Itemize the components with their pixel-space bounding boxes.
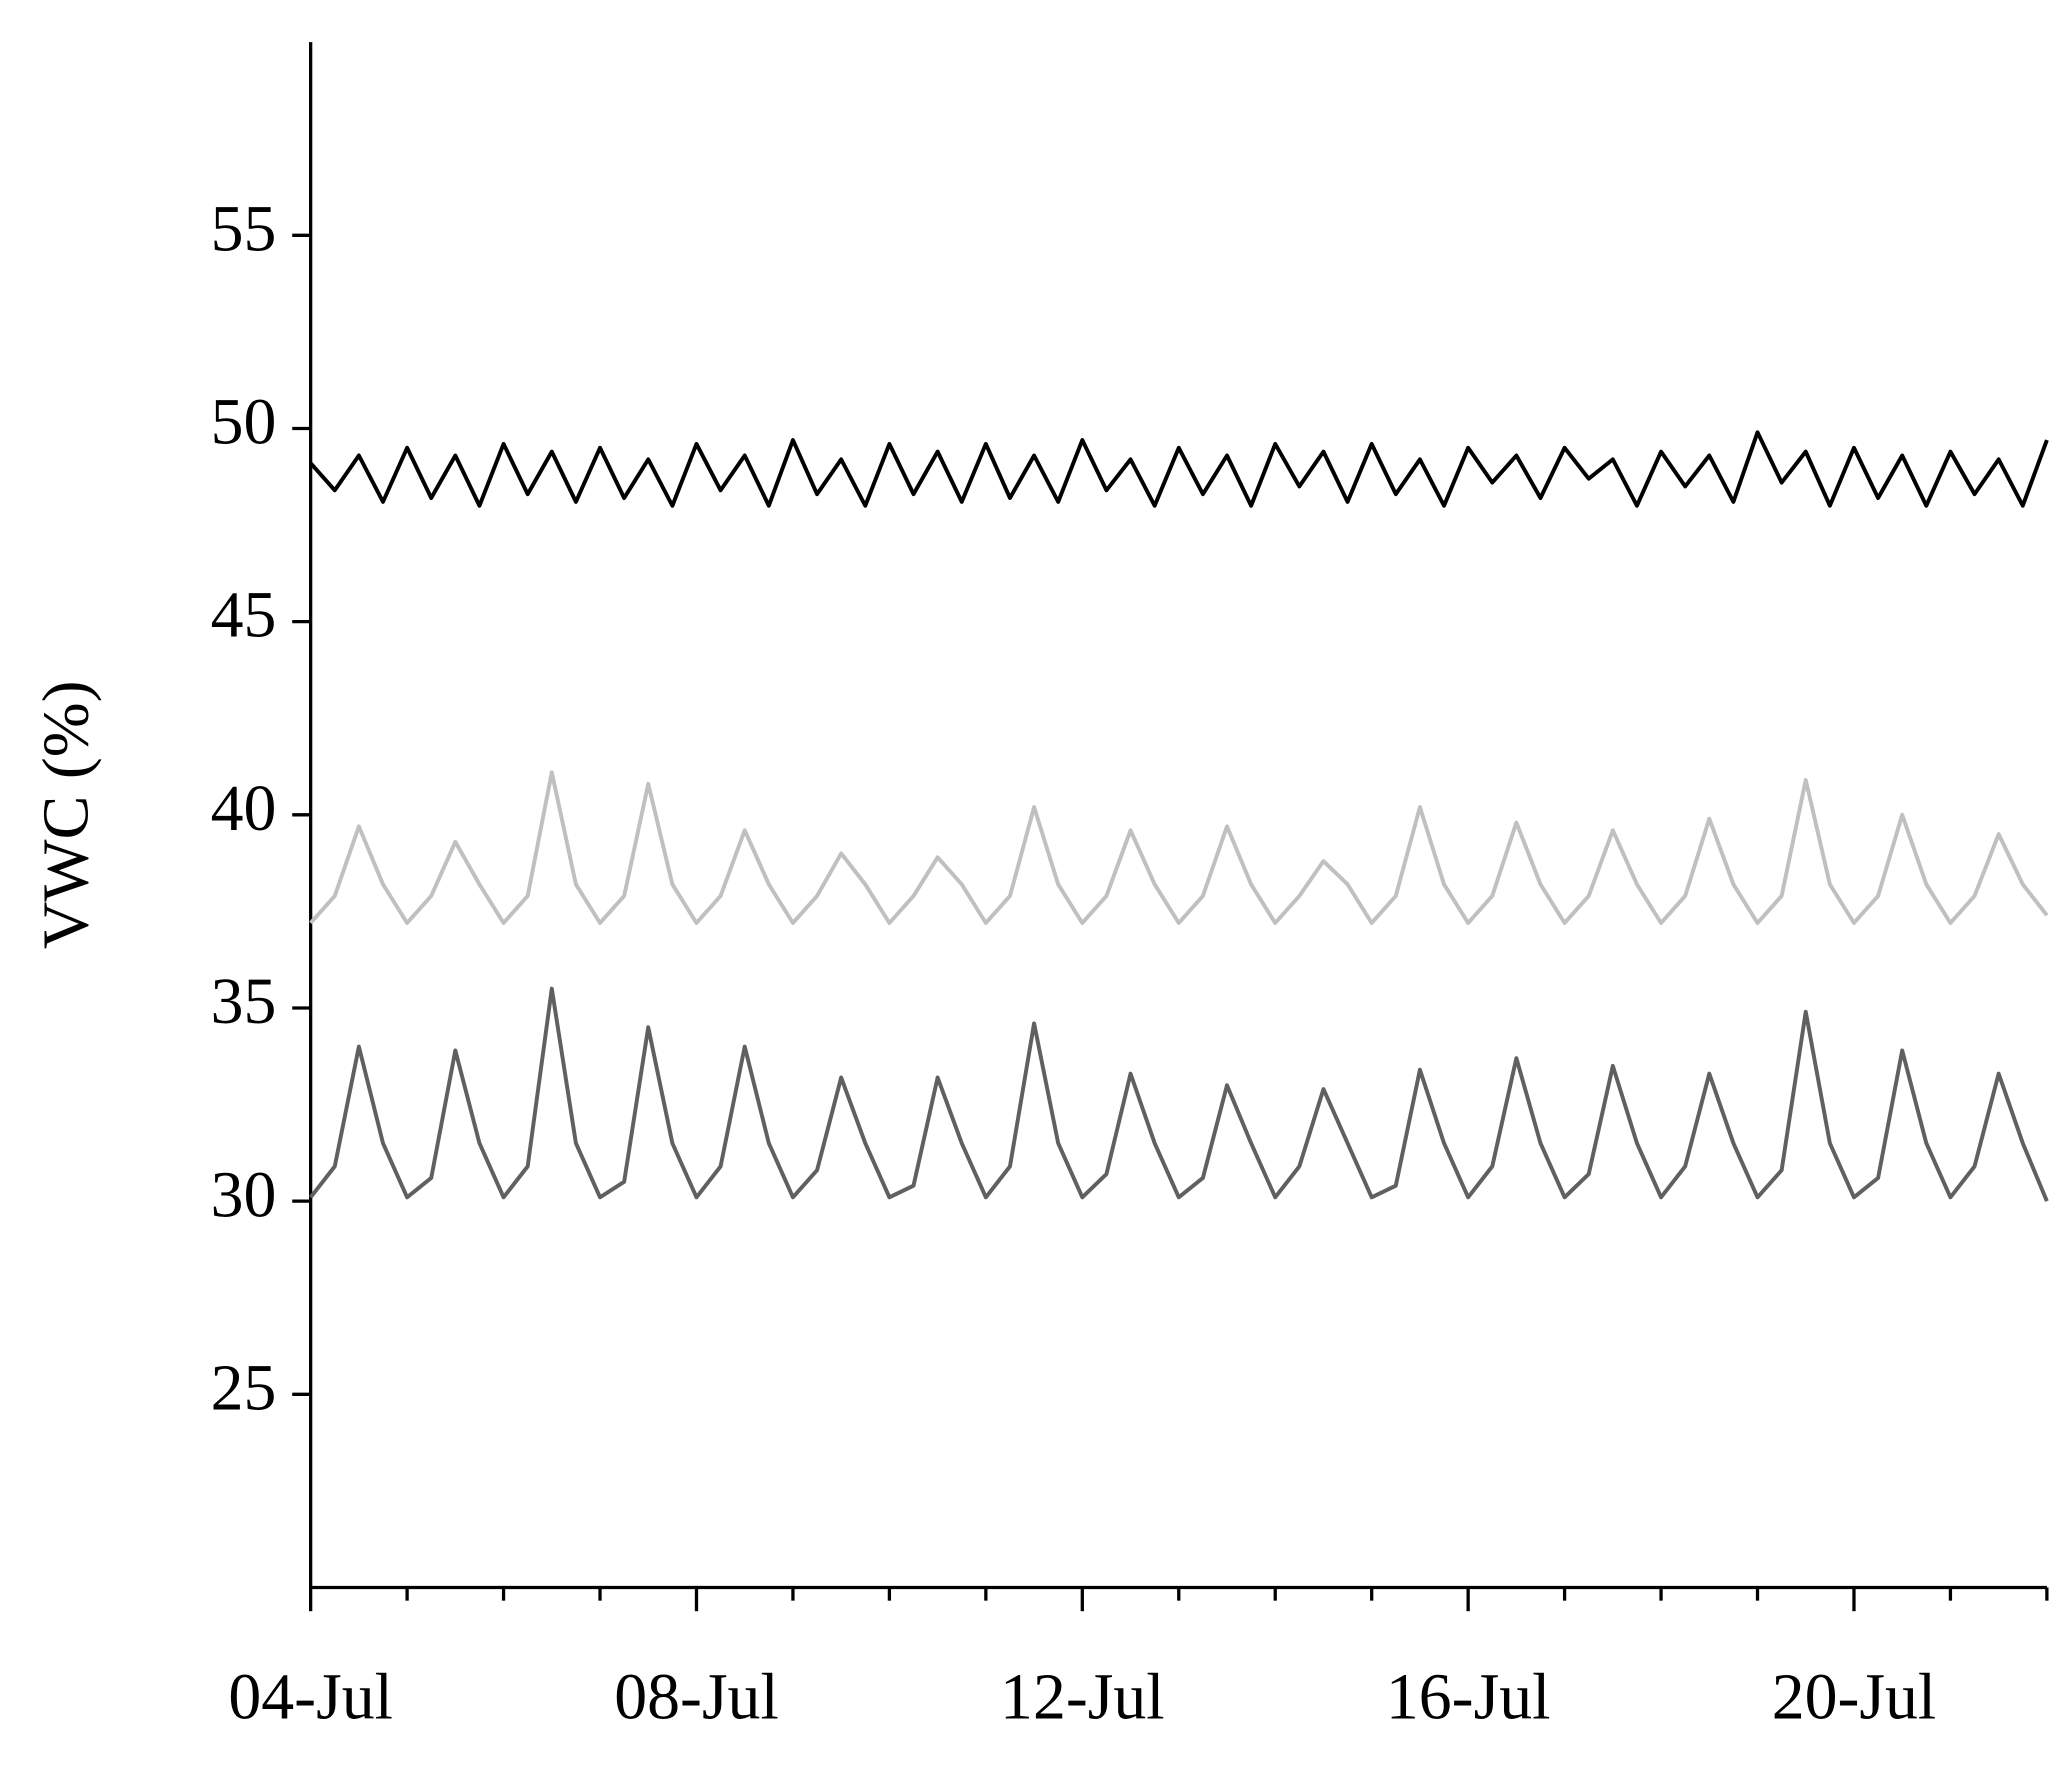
y-tick-label: 35 xyxy=(211,965,277,1038)
y-tick-label: 50 xyxy=(211,386,277,459)
y-axis-label: VWC (%) xyxy=(30,681,103,950)
y-tick-label: 30 xyxy=(211,1158,277,1231)
y-tick-label: 25 xyxy=(211,1351,277,1424)
x-tick-label: 04-Jul xyxy=(228,1660,392,1733)
y-tick-label: 40 xyxy=(211,772,277,845)
series-line xyxy=(309,770,2049,925)
x-tick-label: 12-Jul xyxy=(1000,1660,1164,1733)
x-tick-label: 16-Jul xyxy=(1386,1660,1550,1733)
y-tick-label: 45 xyxy=(211,579,277,652)
x-tick-label: 08-Jul xyxy=(614,1660,778,1733)
series-line xyxy=(309,986,2049,1202)
y-tick-label: 55 xyxy=(211,192,277,265)
series-line xyxy=(309,430,2049,508)
x-tick-label: 20-Jul xyxy=(1772,1660,1936,1733)
